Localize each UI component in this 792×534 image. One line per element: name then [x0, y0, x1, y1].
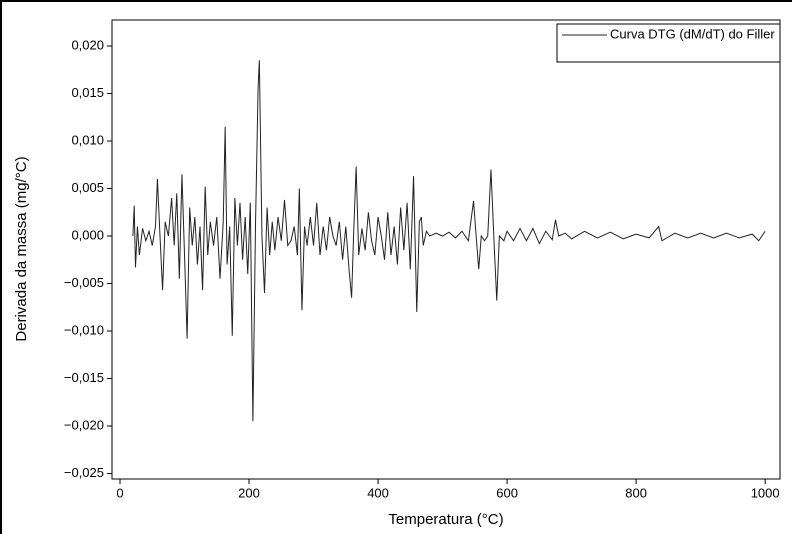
y-axis-title: Derivada da massa (mg/°C) — [13, 156, 30, 341]
x-tick-label: 600 — [496, 485, 518, 500]
legend-label: Curva DTG (dM/dT) do Filler — [610, 26, 775, 41]
x-tick-label: 1000 — [751, 485, 780, 500]
y-tick-label: 0,000 — [71, 227, 104, 242]
y-tick-label: 0,010 — [71, 132, 104, 147]
x-tick-label: 200 — [238, 485, 260, 500]
y-tick-label: −0,015 — [64, 370, 104, 385]
data-line — [132, 60, 766, 422]
y-tick-label: 0,020 — [71, 37, 104, 52]
y-tick-label: −0,005 — [64, 275, 104, 290]
y-tick-label: −0,020 — [64, 417, 104, 432]
x-tick-label: 800 — [625, 485, 647, 500]
legend-box — [556, 23, 781, 63]
y-tick-label: −0,025 — [64, 465, 104, 480]
y-tick-label: 0,015 — [71, 85, 104, 100]
x-tick-label: 0 — [116, 485, 123, 500]
y-tick-label: −0,010 — [64, 322, 104, 337]
x-tick-label: 400 — [367, 485, 389, 500]
x-axis-title: Temperatura (°C) — [388, 511, 503, 528]
plot-frame — [111, 19, 781, 480]
y-tick-label: 0,005 — [71, 180, 104, 195]
